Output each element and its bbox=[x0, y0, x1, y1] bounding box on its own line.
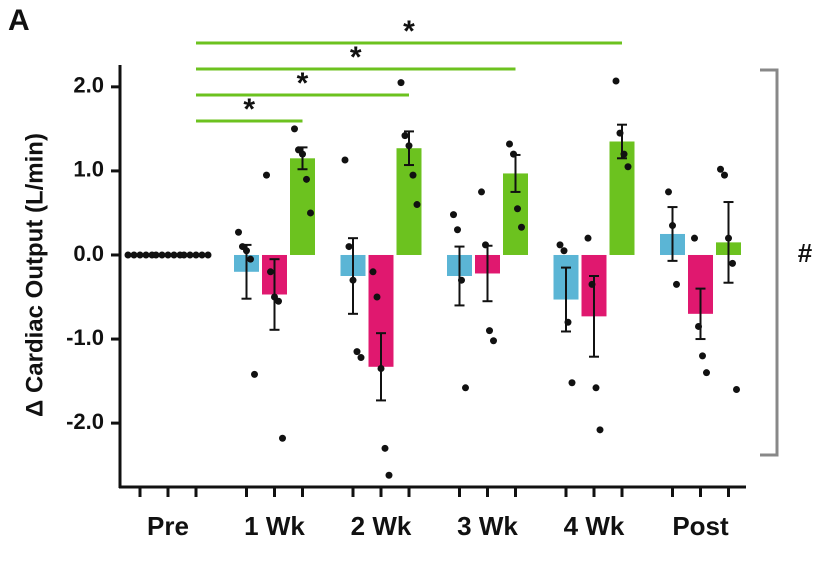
data-point bbox=[458, 276, 465, 284]
data-point bbox=[612, 77, 620, 85]
data-point bbox=[158, 251, 166, 259]
data-point bbox=[462, 384, 469, 392]
data-point bbox=[235, 228, 242, 236]
data-point bbox=[291, 125, 298, 133]
x-tick-label: 1 Wk bbox=[244, 511, 305, 541]
data-point bbox=[721, 171, 728, 179]
x-tick-label: 2 Wk bbox=[351, 511, 412, 541]
data-point bbox=[518, 223, 525, 231]
data-point bbox=[381, 444, 389, 452]
data-point bbox=[560, 247, 568, 255]
data-point bbox=[592, 384, 600, 392]
y-tick-label: -1.0 bbox=[66, 325, 104, 350]
data-point bbox=[385, 471, 393, 479]
data-point bbox=[691, 234, 698, 242]
data-point bbox=[303, 175, 310, 183]
data-point bbox=[263, 171, 270, 179]
significance-label: * bbox=[350, 41, 362, 74]
data-point bbox=[506, 140, 513, 148]
bar bbox=[609, 141, 635, 255]
bar bbox=[290, 158, 315, 255]
data-point bbox=[514, 205, 521, 213]
y-axis-label: Δ Cardiac Output (L/min) bbox=[21, 133, 48, 417]
data-point bbox=[413, 201, 421, 209]
significance-label: * bbox=[297, 67, 309, 100]
x-tick-label: 4 Wk bbox=[564, 511, 625, 541]
data-point bbox=[186, 251, 194, 259]
data-point bbox=[556, 241, 564, 249]
data-point bbox=[733, 385, 740, 393]
data-point bbox=[568, 379, 576, 387]
data-point bbox=[717, 165, 724, 173]
data-point bbox=[243, 247, 250, 255]
y-tick-label: -2.0 bbox=[66, 409, 104, 434]
data-point bbox=[510, 150, 517, 158]
data-point bbox=[170, 251, 178, 259]
significance-label: * bbox=[403, 15, 415, 48]
data-point bbox=[164, 251, 172, 259]
data-point bbox=[699, 352, 706, 360]
bracket-label: # bbox=[798, 238, 813, 268]
x-tick-label: 3 Wk bbox=[457, 511, 518, 541]
data-point bbox=[665, 188, 672, 196]
data-point bbox=[564, 318, 572, 326]
data-point bbox=[669, 222, 676, 230]
data-point bbox=[588, 280, 596, 288]
data-point bbox=[725, 234, 732, 242]
data-point bbox=[142, 251, 150, 259]
x-tick-label: Post bbox=[672, 511, 729, 541]
data-point bbox=[152, 251, 160, 259]
data-point bbox=[299, 150, 306, 158]
data-point bbox=[401, 132, 409, 140]
data-point bbox=[204, 251, 212, 259]
y-tick-label: 2.0 bbox=[73, 73, 104, 98]
data-point bbox=[620, 150, 628, 158]
data-point bbox=[729, 259, 736, 267]
data-point bbox=[673, 280, 680, 288]
data-point bbox=[124, 251, 132, 259]
data-point bbox=[345, 243, 353, 251]
bracket bbox=[760, 68, 779, 457]
data-point bbox=[397, 79, 405, 87]
significance-label: * bbox=[243, 93, 255, 126]
data-point bbox=[251, 370, 258, 378]
data-point bbox=[616, 129, 624, 137]
data-point bbox=[486, 327, 493, 335]
data-point bbox=[369, 268, 377, 276]
data-point bbox=[695, 322, 702, 330]
data-point bbox=[275, 297, 282, 305]
y-tick-label: 1.0 bbox=[73, 157, 104, 182]
data-point bbox=[136, 251, 144, 259]
data-point bbox=[703, 369, 710, 377]
data-point bbox=[353, 348, 361, 356]
data-point bbox=[409, 171, 417, 179]
data-point bbox=[482, 241, 489, 249]
x-tick-label: Pre bbox=[147, 511, 189, 541]
data-point bbox=[267, 268, 274, 276]
data-point bbox=[180, 251, 188, 259]
data-point bbox=[130, 251, 138, 259]
data-point bbox=[341, 156, 349, 164]
data-point bbox=[584, 234, 592, 242]
data-point bbox=[454, 226, 461, 234]
data-point bbox=[279, 434, 286, 442]
y-tick-label: 0.0 bbox=[73, 241, 104, 266]
data-point bbox=[490, 337, 497, 345]
data-point bbox=[192, 251, 200, 259]
panel-label: A bbox=[8, 4, 30, 37]
data-point bbox=[405, 142, 413, 150]
data-point bbox=[373, 293, 381, 301]
data-point bbox=[198, 251, 206, 259]
data-point bbox=[450, 211, 457, 219]
data-point bbox=[596, 426, 604, 434]
data-point bbox=[247, 255, 254, 263]
data-point bbox=[478, 188, 485, 196]
data-point bbox=[377, 364, 385, 372]
data-point bbox=[624, 163, 632, 171]
data-point bbox=[357, 354, 365, 362]
data-point bbox=[349, 276, 357, 284]
data-point bbox=[307, 209, 314, 217]
